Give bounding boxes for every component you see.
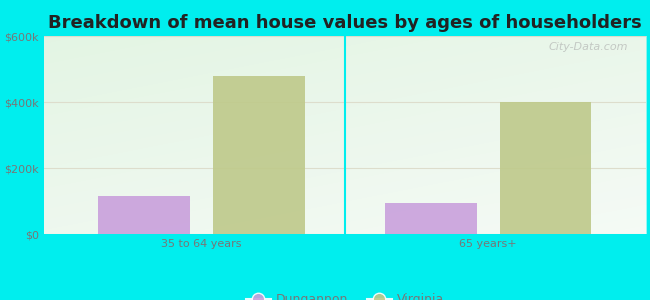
Bar	[98, 196, 190, 234]
Bar	[500, 102, 592, 234]
Title: Breakdown of mean house values by ages of householders: Breakdown of mean house values by ages o…	[48, 14, 642, 32]
Bar	[213, 76, 305, 234]
Legend: Dungannon, Virginia: Dungannon, Virginia	[240, 288, 449, 300]
Bar	[385, 203, 476, 234]
Text: City-Data.com: City-Data.com	[548, 42, 628, 52]
